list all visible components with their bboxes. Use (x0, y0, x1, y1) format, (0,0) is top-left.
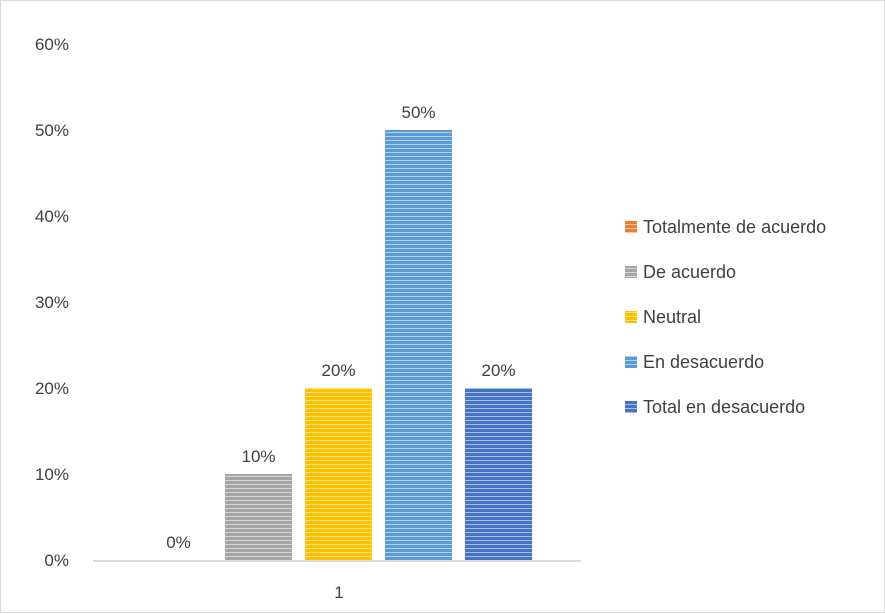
y-tick-label: 10% (35, 465, 69, 484)
legend-label: En desacuerdo (643, 352, 764, 372)
data-labels: 0% 10% 20% 50% 20% (166, 103, 515, 552)
y-tick-label: 40% (35, 207, 69, 226)
data-label: 20% (481, 361, 515, 380)
legend-label: Neutral (643, 307, 701, 327)
legend-item: Total en desacuerdo (625, 397, 805, 417)
legend-label: Totalmente de acuerdo (643, 217, 826, 237)
y-axis-tick-labels: 0% 10% 20% 30% 40% 50% 60% (35, 35, 69, 570)
x-tick-label: 1 (334, 583, 343, 602)
legend-item: Totalmente de acuerdo (625, 217, 826, 237)
y-tick-label: 0% (44, 551, 69, 570)
legend-swatch (625, 356, 637, 368)
x-axis-tick-labels: 1 (334, 583, 343, 602)
bar-4 (385, 130, 452, 560)
bar-3 (305, 388, 372, 560)
bars (225, 130, 532, 560)
legend-label: De acuerdo (643, 262, 736, 282)
legend-item: En desacuerdo (625, 352, 764, 372)
bar-5 (465, 388, 532, 560)
data-label: 0% (166, 533, 191, 552)
legend-swatch (625, 266, 637, 278)
data-label: 20% (321, 361, 355, 380)
y-tick-label: 50% (35, 121, 69, 140)
data-label: 10% (241, 447, 275, 466)
legend: Totalmente de acuerdo De acuerdo Neutral En… (625, 217, 826, 417)
legend-item: Neutral (625, 307, 701, 327)
y-tick-label: 60% (35, 35, 69, 54)
y-tick-label: 30% (35, 293, 69, 312)
bar-2 (225, 474, 292, 560)
legend-item: De acuerdo (625, 262, 736, 282)
data-label: 50% (401, 103, 435, 122)
legend-label: Total en desacuerdo (643, 397, 805, 417)
legend-swatch (625, 311, 637, 323)
legend-swatch (625, 401, 637, 413)
y-tick-label: 20% (35, 379, 69, 398)
legend-swatch (625, 221, 637, 233)
